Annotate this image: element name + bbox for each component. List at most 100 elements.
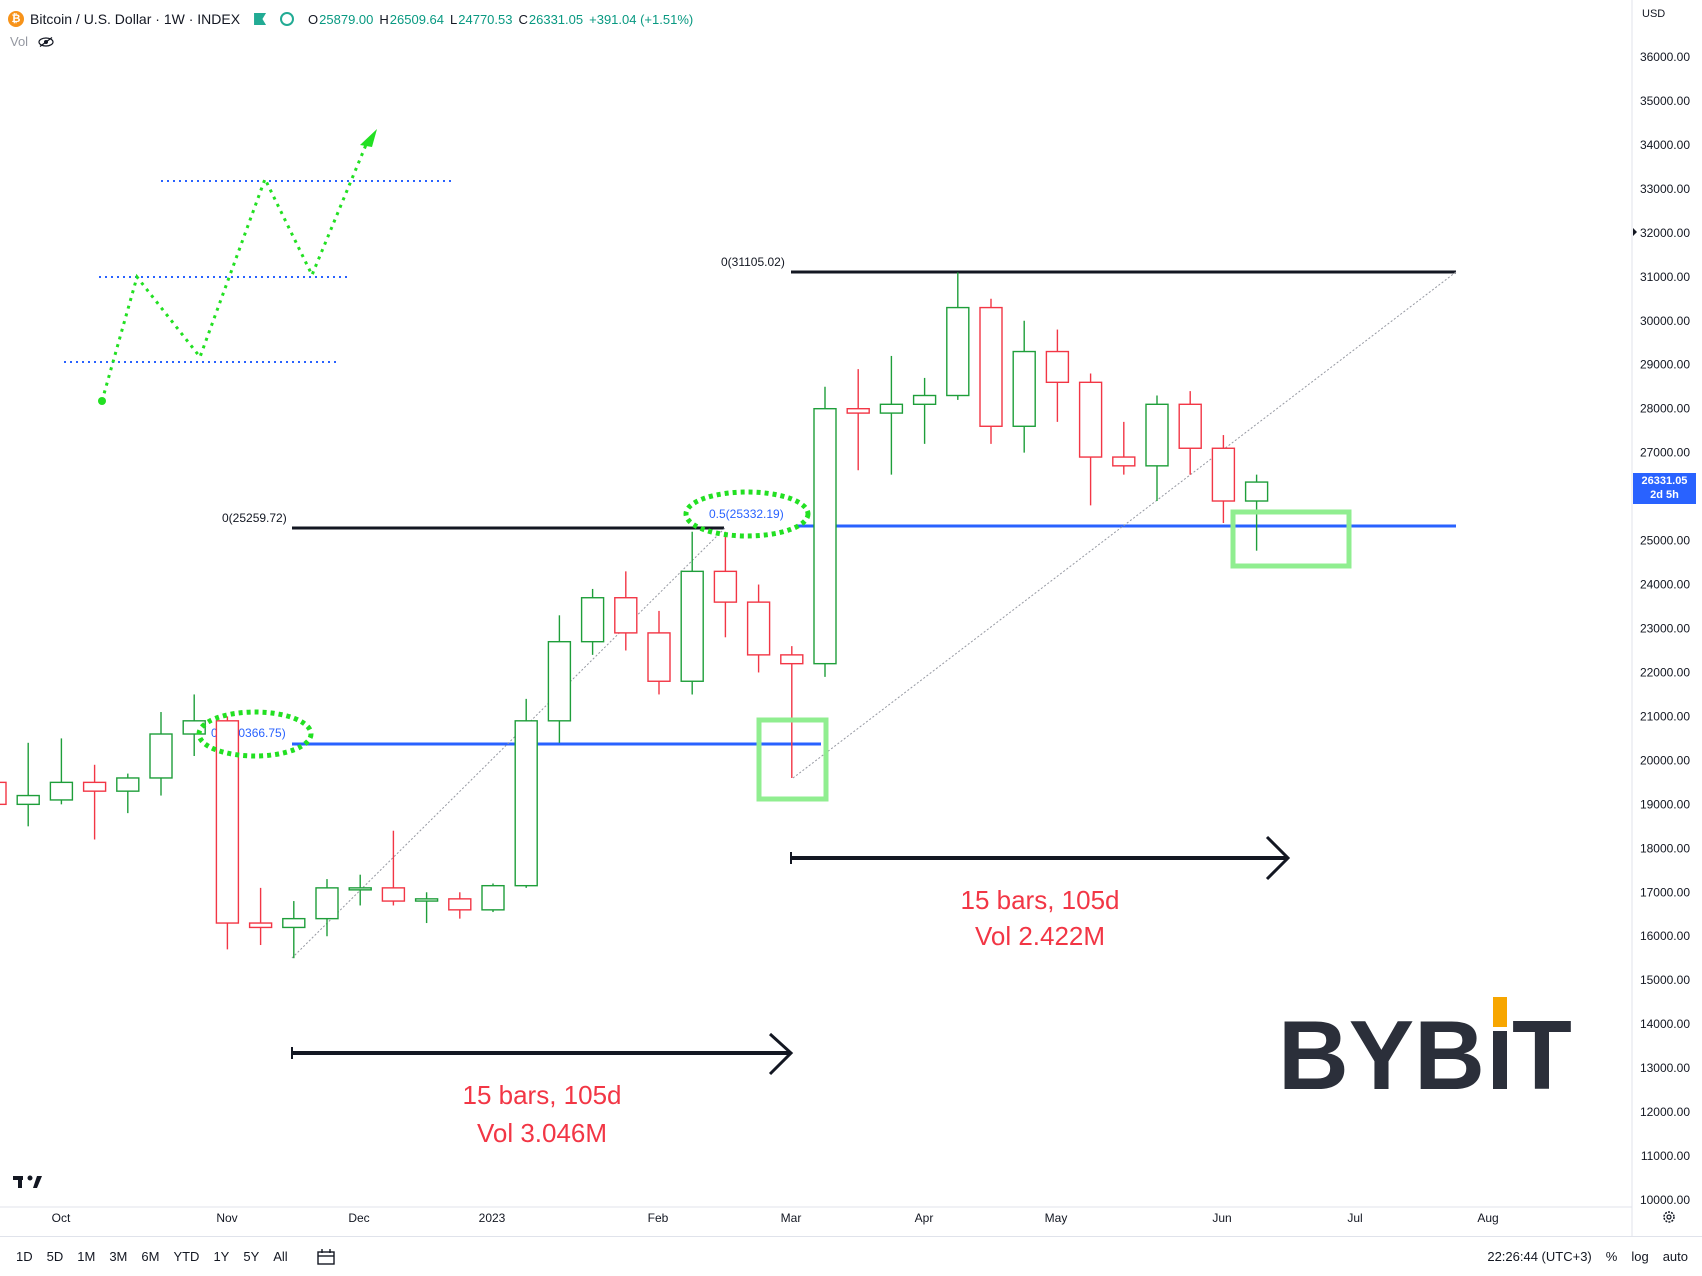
candle-body <box>348 887 372 891</box>
candle-body <box>1145 403 1169 467</box>
price-chart[interactable]: 36000.00 35000.00 34000.00 33000.00 32000.00… <box>0 0 1702 1236</box>
price-tick-label: 24000.00 <box>1640 578 1690 592</box>
candle <box>1178 391 1202 475</box>
candle <box>946 272 970 400</box>
time-tick-label: May <box>1045 1211 1068 1225</box>
candle <box>282 901 306 959</box>
volume-indicator[interactable]: Vol <box>10 34 54 49</box>
candle-body <box>846 407 870 414</box>
range-ytd[interactable]: YTD <box>173 1249 200 1264</box>
currency-selector[interactable]: USD <box>1642 8 1666 20</box>
candle <box>248 887 273 946</box>
candle-body <box>282 917 306 929</box>
range-1m[interactable]: 1M <box>77 1249 96 1264</box>
highlight-box <box>756 717 829 802</box>
candle-body <box>381 887 406 902</box>
candle <box>713 531 738 638</box>
measure-vol-label: Vol 3.046M <box>477 1118 607 1148</box>
candle-body <box>647 632 671 682</box>
candle <box>979 298 1003 444</box>
fib-label-top: 0(31105.02) <box>721 255 785 269</box>
clock-readout[interactable]: 22:26:44 (UTC+3) <box>1487 1249 1592 1264</box>
calendar-icon[interactable] <box>316 1248 336 1266</box>
eye-hidden-icon[interactable] <box>38 36 54 47</box>
candle-body <box>1178 403 1202 449</box>
highlight-ellipse <box>683 489 811 539</box>
candle-body <box>780 654 804 665</box>
market-status-icon[interactable] <box>280 12 295 26</box>
candle <box>746 584 771 673</box>
candle <box>813 386 837 677</box>
candle <box>49 738 74 805</box>
measure-bars-label: 15 bars, 105d <box>960 885 1119 915</box>
current-price-tag: 26331.05 2d 5h <box>1633 473 1696 504</box>
candle <box>614 571 638 651</box>
price-tick-label: 21000.00 <box>1640 709 1690 723</box>
candle-body <box>614 597 638 634</box>
price-tick-label: 34000.00 <box>1640 138 1690 152</box>
tradingview-logo-icon <box>13 1175 42 1188</box>
price-tick-label: 36000.00 <box>1640 50 1690 64</box>
time-tick-label: Feb <box>648 1211 669 1225</box>
range-3m[interactable]: 3M <box>109 1249 128 1264</box>
bybit-watermark: T <box>1512 1000 1572 1110</box>
candle-body <box>0 781 7 806</box>
range-5y[interactable]: 5Y <box>243 1249 260 1264</box>
price-tick-label: 18000.00 <box>1640 841 1690 855</box>
price-tick-label: 12000.00 <box>1640 1105 1690 1119</box>
bottom-toolbar: 1D 5D 1M 3M 6M YTD 1Y 5Y All 22:26:44 (U… <box>0 1236 1702 1276</box>
time-tick-label: 2023 <box>479 1211 506 1225</box>
symbol-title[interactable]: Bitcoin / U.S. Dollar · 1W · INDEX <box>30 11 241 27</box>
range-6m[interactable]: 6M <box>141 1249 160 1264</box>
price-axis[interactable]: 36000.00 35000.00 34000.00 33000.00 32000.00… <box>1640 50 1690 1207</box>
price-tick-label: 31000.00 <box>1640 270 1690 284</box>
price-tick-label: 30000.00 <box>1640 314 1690 328</box>
time-tick-label: Aug <box>1477 1211 1498 1225</box>
settings-gear-icon[interactable] <box>1662 1210 1676 1224</box>
time-tick-label: Oct <box>52 1211 71 1225</box>
price-tick-label: 25000.00 <box>1640 534 1690 548</box>
range-1d[interactable]: 1D <box>16 1249 33 1264</box>
price-tick-label: 22000.00 <box>1640 665 1690 679</box>
bybit-watermark: BYB <box>1278 1000 1485 1110</box>
time-tick-label: Dec <box>348 1211 369 1225</box>
measure-arrow <box>291 1032 794 1076</box>
candle <box>547 615 572 743</box>
percent-toggle[interactable]: % <box>1605 1249 1618 1264</box>
candle-body <box>82 781 107 792</box>
range-all[interactable]: All <box>273 1249 288 1264</box>
high-value: H26509.64 <box>379 11 445 27</box>
candle-body <box>514 720 538 887</box>
candle <box>381 830 406 906</box>
time-tick-label: Jun <box>1212 1211 1231 1225</box>
bitcoin-logo-icon: ₿ <box>8 11 24 27</box>
open-value: O25879.00 <box>308 11 374 27</box>
price-tick-label: 17000.00 <box>1640 885 1690 899</box>
range-1y[interactable]: 1Y <box>213 1249 230 1264</box>
candle <box>149 712 173 796</box>
time-tick-label: Mar <box>781 1211 802 1225</box>
candle-body <box>16 794 40 806</box>
candle-body <box>248 922 273 929</box>
candle <box>1012 320 1036 453</box>
candle-body <box>1244 481 1269 502</box>
candle <box>414 892 439 924</box>
candle <box>0 781 7 806</box>
candle <box>1145 395 1169 502</box>
log-toggle[interactable]: log <box>1631 1249 1649 1264</box>
flag-icon[interactable] <box>254 13 267 25</box>
candle-body <box>414 898 439 902</box>
candle-body <box>879 403 904 414</box>
candle <box>116 773 140 814</box>
auto-toggle[interactable]: auto <box>1662 1249 1688 1264</box>
candle-body <box>713 570 738 603</box>
time-axis[interactable]: Oct Nov Dec 2023 Feb Mar Apr May Jun Jul Aug <box>52 1211 1499 1225</box>
candle <box>879 355 904 475</box>
range-5d[interactable]: 5D <box>46 1249 64 1264</box>
price-tick-label: 33000.00 <box>1640 182 1690 196</box>
highlight-ellipse <box>196 709 314 759</box>
fib-half-label-1: 0.5(25332.19) <box>709 507 784 521</box>
price-tick-label: 15000.00 <box>1640 973 1690 987</box>
price-tick-label: 23000.00 <box>1640 622 1690 636</box>
time-tick-label: Jul <box>1347 1211 1362 1225</box>
